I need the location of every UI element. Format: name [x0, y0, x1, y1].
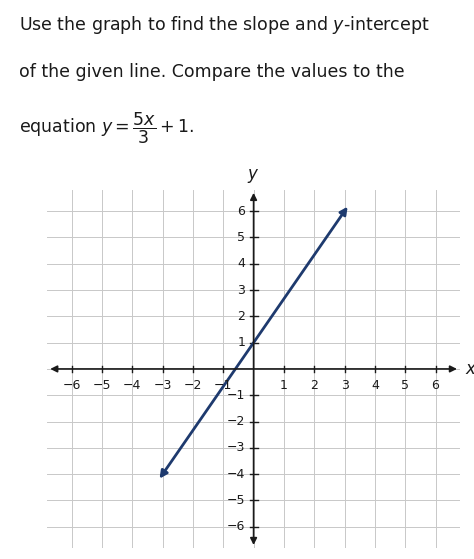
Text: 4: 4	[237, 257, 245, 270]
Text: 4: 4	[371, 379, 379, 392]
Text: Use the graph to find the slope and $y$-intercept: Use the graph to find the slope and $y$-…	[19, 15, 429, 36]
Text: −5: −5	[93, 379, 111, 392]
Text: 3: 3	[341, 379, 348, 392]
Text: −4: −4	[123, 379, 142, 392]
Text: 6: 6	[432, 379, 439, 392]
Text: −5: −5	[227, 494, 245, 507]
Text: −4: −4	[227, 468, 245, 481]
Text: $y$: $y$	[247, 167, 260, 186]
Text: −2: −2	[227, 415, 245, 428]
Text: $x$: $x$	[465, 360, 474, 378]
Text: −3: −3	[154, 379, 172, 392]
Text: 3: 3	[237, 283, 245, 296]
Text: 6: 6	[237, 205, 245, 217]
Text: 1: 1	[280, 379, 288, 392]
Text: 1: 1	[237, 336, 245, 349]
Text: 2: 2	[237, 310, 245, 323]
Text: −1: −1	[214, 379, 232, 392]
Text: −1: −1	[227, 389, 245, 402]
Text: −2: −2	[184, 379, 202, 392]
Text: equation $y = \dfrac{5x}{3} + 1.$: equation $y = \dfrac{5x}{3} + 1.$	[19, 111, 194, 146]
Text: 5: 5	[401, 379, 409, 392]
Text: −6: −6	[63, 379, 81, 392]
Text: 2: 2	[310, 379, 318, 392]
Text: of the given line. Compare the values to the: of the given line. Compare the values to…	[19, 63, 405, 80]
Text: −3: −3	[227, 442, 245, 454]
Text: 5: 5	[237, 231, 245, 244]
Text: −6: −6	[227, 520, 245, 533]
